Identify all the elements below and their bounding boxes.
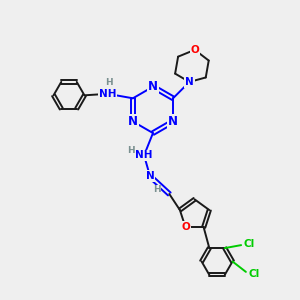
Text: N: N xyxy=(146,171,154,181)
Text: Cl: Cl xyxy=(244,238,255,249)
Text: N: N xyxy=(185,77,194,87)
Text: H: H xyxy=(153,185,160,194)
Text: H: H xyxy=(105,78,113,87)
Text: NH: NH xyxy=(135,150,153,161)
Text: Cl: Cl xyxy=(249,269,260,279)
Text: N: N xyxy=(128,115,138,128)
Text: NH: NH xyxy=(99,89,116,99)
Text: N: N xyxy=(148,80,158,93)
Text: H: H xyxy=(127,146,134,154)
Text: O: O xyxy=(181,222,190,232)
Text: O: O xyxy=(190,45,199,55)
Text: N: N xyxy=(185,77,194,87)
Text: N: N xyxy=(168,115,178,128)
